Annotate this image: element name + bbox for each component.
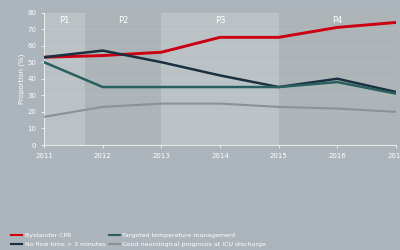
Legend: Bystander CPR, No flow time > 3 minutes, Targeted temperature management, Good n: Bystander CPR, No flow time > 3 minutes,…: [11, 233, 266, 247]
Text: P2: P2: [118, 16, 128, 25]
Text: P1: P1: [59, 16, 70, 25]
Y-axis label: Proportion (%): Proportion (%): [18, 54, 24, 104]
Bar: [85, 12, 161, 145]
Text: P3: P3: [215, 16, 225, 25]
Bar: [279, 12, 396, 145]
Bar: [161, 12, 279, 145]
Bar: [44, 12, 85, 145]
Text: P4: P4: [332, 16, 342, 25]
